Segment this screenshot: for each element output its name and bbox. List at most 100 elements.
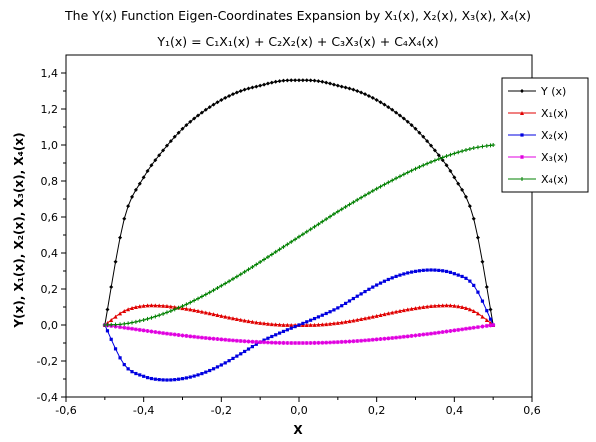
data-point [304,78,309,83]
data-point [274,333,278,337]
data-point [417,269,421,273]
plot-frame [65,54,533,398]
data-point [215,285,220,290]
data-point [382,102,387,107]
data-point [242,318,247,323]
data-point [444,163,449,168]
data-point [331,321,336,326]
data-point [196,373,200,377]
data-point [184,302,189,307]
data-point [413,306,418,311]
data-point [176,332,181,337]
data-point [374,186,379,191]
data-point [227,279,232,284]
data-point [401,334,406,339]
data-point [273,79,278,84]
data-point [425,332,430,337]
data-point [238,272,243,277]
data-point [475,145,480,150]
data-point [196,296,201,301]
data-point [238,317,243,322]
data-point [172,332,177,337]
data-point [196,113,201,118]
data-point [262,257,267,262]
data-point [242,87,247,92]
data-point [204,370,208,374]
y-tick-label: -0,4 [37,391,58,404]
chart-title-line-2: Y₁(x) = C₁X₁(x) + C₂X₂(x) + C₃X₃(x) + C₄… [157,34,439,49]
data-point [207,311,212,316]
data-point [281,244,286,249]
data-point [355,317,360,322]
data-point [122,308,127,313]
data-point [297,341,301,345]
data-point [460,274,464,279]
data-point [133,305,138,310]
data-point [331,340,336,345]
data-point [270,334,274,339]
data-point [394,309,399,314]
data-point [227,338,232,343]
data-point [130,326,135,331]
data-point [300,340,305,345]
data-point [339,320,344,325]
data-point [366,338,371,343]
y-tick-label: 1,2 [41,103,59,116]
data-point [316,79,321,84]
data-point [366,315,371,320]
data-point [444,269,449,274]
data-point [149,315,154,320]
data-point [207,290,212,295]
data-point [417,130,422,135]
data-point [347,202,352,207]
data-point [157,303,162,308]
data-point [164,310,169,315]
data-point [285,328,289,332]
data-point [168,139,173,144]
data-point [378,184,383,189]
data-point [141,317,146,322]
data-point [386,336,391,341]
data-point [184,376,188,380]
data-point [456,181,461,186]
data-point [180,304,185,309]
data-point [172,307,177,312]
data-point [254,339,259,344]
data-point [409,168,414,173]
chart-title-line-1: The Y(x) Function Eigen-Coordinates Expa… [65,8,531,23]
data-point [401,172,406,177]
data-point [484,143,489,148]
data-point [145,316,150,321]
data-point [122,325,127,330]
data-point [300,232,305,237]
data-point [452,175,457,180]
data-point [234,338,239,343]
data-point [192,298,197,303]
data-point [109,322,114,327]
data-point [308,322,313,327]
data-point [390,335,395,340]
data-point [351,318,356,323]
data-point [203,292,208,297]
data-point [456,304,461,309]
data-point [425,304,430,309]
data-point [432,148,437,153]
data-point [429,268,433,272]
y-tick-label: 0,4 [41,247,59,260]
data-point [153,314,158,319]
data-point [164,143,169,148]
data-point [343,319,348,324]
data-point [390,178,395,183]
data-point [199,110,204,115]
data-point [480,324,485,329]
data-point [320,340,325,345]
legend-label: X₄(x) [541,173,568,186]
data-point [277,322,282,327]
data-point [153,330,158,335]
data-point [211,288,216,293]
data-point [281,340,286,345]
data-point [234,317,239,322]
data-point [273,340,278,345]
data-point [246,347,251,351]
